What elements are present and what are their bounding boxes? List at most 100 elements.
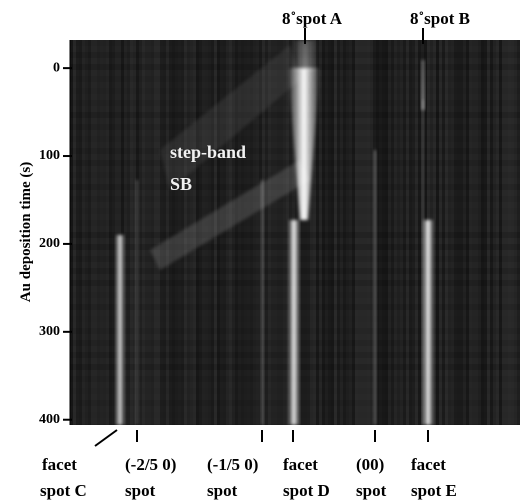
texture	[106, 40, 109, 425]
texture	[499, 40, 502, 425]
texture	[388, 40, 391, 425]
texture	[508, 40, 511, 425]
texture	[238, 40, 241, 425]
texture	[148, 40, 151, 425]
texture	[70, 196, 520, 202]
texture	[322, 40, 325, 425]
bottom-label: facet	[411, 455, 446, 474]
streak	[373, 150, 377, 425]
texture	[163, 40, 166, 425]
texture	[436, 40, 439, 425]
texture	[382, 40, 385, 425]
texture	[100, 40, 103, 425]
texture	[349, 40, 352, 425]
y-tick-label: 300	[39, 324, 60, 339]
texture	[145, 40, 148, 425]
texture	[265, 40, 268, 425]
texture	[478, 40, 481, 425]
streak	[422, 220, 434, 425]
texture	[277, 40, 280, 425]
texture	[112, 40, 115, 425]
bottom-label: spot	[207, 481, 238, 500]
texture	[409, 40, 412, 425]
texture	[268, 40, 271, 425]
texture	[169, 40, 172, 425]
texture	[139, 40, 142, 425]
bottom-label: spot D	[283, 481, 330, 500]
texture	[160, 40, 163, 425]
texture	[517, 40, 520, 425]
texture	[103, 40, 106, 425]
texture	[439, 40, 442, 425]
y-tick-label: 100	[39, 148, 60, 163]
y-tick-label: 0	[53, 60, 60, 75]
streak	[288, 220, 300, 425]
texture	[97, 40, 100, 425]
texture	[451, 40, 454, 425]
texture	[502, 40, 505, 425]
streak	[292, 40, 318, 70]
texture	[88, 40, 91, 425]
texture	[394, 40, 397, 425]
texture	[415, 40, 418, 425]
texture	[109, 40, 112, 425]
texture	[241, 40, 244, 425]
texture	[319, 40, 322, 425]
texture	[154, 40, 157, 425]
texture	[397, 40, 400, 425]
texture	[376, 40, 379, 425]
texture	[130, 40, 133, 425]
texture	[466, 40, 469, 425]
texture	[385, 40, 388, 425]
bottom-label: (-2/5 0)	[125, 455, 176, 474]
texture	[343, 40, 346, 425]
texture	[142, 40, 145, 425]
texture	[301, 40, 304, 425]
texture	[280, 40, 283, 425]
bottom-label: (00)	[356, 455, 384, 474]
texture	[391, 40, 394, 425]
texture	[250, 40, 253, 425]
texture	[79, 40, 82, 425]
texture	[118, 40, 121, 425]
texture	[469, 40, 472, 425]
texture	[91, 40, 94, 425]
texture	[400, 40, 403, 425]
texture	[331, 40, 334, 425]
streak	[288, 68, 320, 220]
step-band	[150, 160, 310, 270]
texture	[307, 40, 310, 425]
texture	[418, 40, 421, 425]
texture	[94, 40, 97, 425]
texture	[496, 40, 499, 425]
texture	[271, 40, 274, 425]
texture	[85, 40, 88, 425]
texture	[313, 40, 316, 425]
texture	[151, 40, 154, 425]
texture	[244, 40, 247, 425]
texture	[274, 40, 277, 425]
texture	[514, 40, 517, 425]
texture	[334, 40, 337, 425]
texture	[73, 40, 76, 425]
y-tick-label: 400	[39, 412, 60, 427]
texture	[304, 40, 307, 425]
texture	[310, 40, 313, 425]
y-axis-label: Au deposition time (s)	[18, 162, 34, 302]
texture	[115, 40, 118, 425]
bottom-label: (-1/5 0)	[207, 455, 258, 474]
annotation: SB	[170, 174, 192, 194]
texture	[457, 40, 460, 425]
texture	[445, 40, 448, 425]
texture	[229, 40, 232, 425]
texture	[175, 40, 178, 425]
annotation: step-band	[170, 142, 246, 162]
texture	[232, 40, 235, 425]
texture	[481, 40, 484, 425]
texture	[487, 40, 490, 425]
texture	[364, 40, 367, 425]
texture	[76, 40, 79, 425]
texture	[454, 40, 457, 425]
texture	[247, 40, 250, 425]
intensity-image	[70, 40, 520, 425]
